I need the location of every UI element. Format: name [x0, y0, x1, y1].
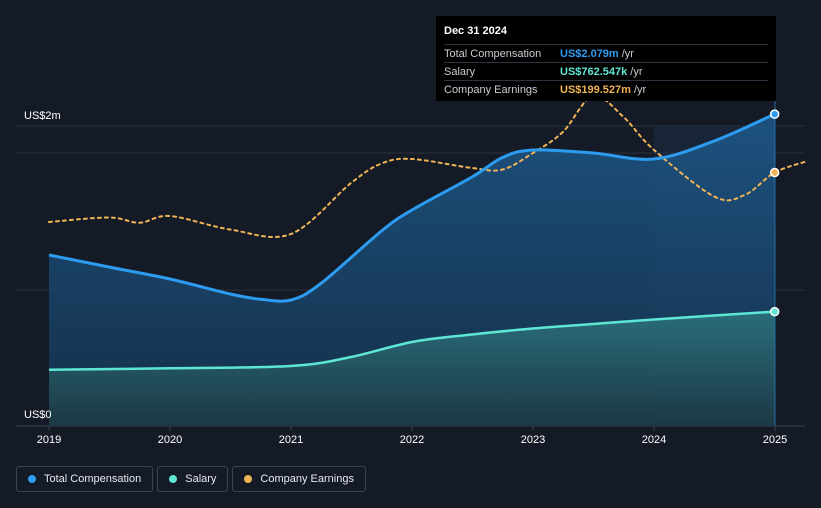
chart-legend: Total Compensation Salary Company Earnin…	[16, 466, 366, 492]
x-tick-label: 2020	[158, 434, 182, 446]
tooltip-value: US$199.527m	[560, 83, 631, 96]
total-compensation-line	[48, 112, 776, 303]
legend-item-total-compensation[interactable]: Total Compensation	[16, 466, 154, 492]
company-earnings-line	[48, 94, 806, 238]
tooltip-row-salary: Salary US$762.547k /yr	[444, 62, 768, 80]
x-tick-label: 2021	[279, 434, 303, 446]
chart-tooltip: Dec 31 2024 Total Compensation US$2.079m…	[436, 16, 776, 101]
salary-point	[769, 306, 780, 317]
y-tick-label: US$0	[24, 409, 52, 421]
legend-item-company-earnings[interactable]: Company Earnings	[232, 466, 366, 492]
tooltip-row-company-earnings: Company Earnings US$199.527m /yr	[444, 80, 768, 98]
legend-label: Company Earnings	[260, 473, 354, 485]
legend-dot-icon	[244, 475, 253, 483]
legend-label: Salary	[185, 473, 217, 485]
tooltip-unit: /yr	[630, 65, 643, 78]
total-compensation-point	[769, 109, 780, 119]
x-tick-label: 2024	[642, 434, 666, 446]
tooltip-label: Salary	[444, 65, 476, 78]
x-tick-label: 2025	[763, 434, 787, 446]
tooltip-label: Total Compensation	[444, 47, 542, 60]
legend-dot-icon	[169, 475, 178, 483]
x-tick-label: 2023	[521, 434, 545, 446]
salary-line	[48, 310, 775, 371]
tooltip-date: Dec 31 2024	[444, 25, 507, 37]
tooltip-row-total-compensation: Total Compensation US$2.079m /yr	[444, 44, 768, 62]
legend-dot-icon	[28, 475, 36, 483]
chart-plot: US$2m US$0 2019 2020 2021 2022 2023 2024 2025	[16, 94, 806, 446]
salary-area	[49, 311, 775, 426]
y-tick-label: US$2m	[24, 110, 61, 122]
legend-label: Total Compensation	[44, 473, 142, 485]
company-earnings-point	[769, 167, 780, 178]
tooltip-label: Company Earnings	[444, 83, 538, 96]
tooltip-value: US$762.547k	[560, 65, 628, 78]
tooltip-unit: /yr	[633, 83, 647, 96]
tooltip-unit: /yr	[621, 47, 634, 60]
legend-item-salary[interactable]: Salary	[157, 466, 229, 492]
x-tick-label: 2022	[400, 434, 424, 446]
x-tick-label: 2019	[37, 434, 61, 446]
tooltip-value: US$2.079m	[560, 47, 619, 60]
